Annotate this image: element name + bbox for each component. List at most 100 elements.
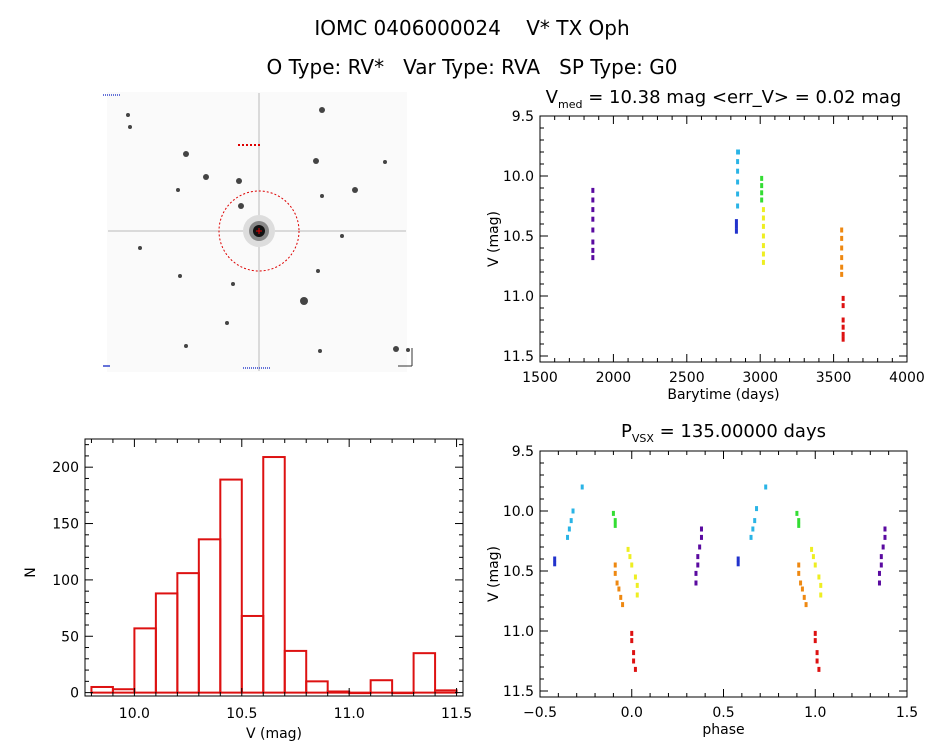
data-point [736, 191, 740, 197]
field-star [238, 203, 244, 209]
field-star [320, 194, 324, 198]
data-point [760, 183, 764, 189]
data-point [810, 546, 814, 552]
data-point [635, 592, 639, 598]
y-tick-label: 10.5 [503, 564, 534, 580]
y-tick-label: 150 [52, 517, 79, 533]
data-point [841, 331, 845, 337]
data-point [635, 582, 639, 588]
histogram-bar [154, 592, 179, 694]
field-star [203, 174, 209, 180]
data-point [797, 570, 801, 576]
data-point [813, 562, 817, 568]
data-point [591, 197, 595, 203]
x-tick-label: 3500 [816, 370, 852, 386]
data-point [811, 554, 815, 560]
data-point [736, 159, 740, 165]
field-star [340, 234, 344, 238]
x-axis-label: Barytime (days) [667, 387, 779, 403]
data-point [753, 518, 757, 524]
target-circle [218, 190, 300, 272]
y-tick-label: 11.5 [503, 349, 534, 365]
field-star [184, 344, 188, 348]
data-point [797, 518, 801, 524]
data-point [736, 203, 740, 209]
field-star [236, 178, 242, 184]
x-tick-label: 0.5 [712, 705, 734, 721]
data-point [761, 223, 765, 229]
data-point [699, 534, 703, 540]
data-point [840, 245, 844, 251]
data-point [795, 510, 799, 516]
data-point [630, 562, 634, 568]
data-point [613, 522, 617, 528]
field-star [126, 113, 130, 117]
histogram-bar [283, 649, 308, 694]
histogram-bar [391, 691, 415, 695]
x-tick-label: 1.0 [804, 705, 826, 721]
data-point [615, 580, 619, 586]
data-point [841, 295, 845, 301]
x-axis-label: phase [702, 722, 744, 738]
plot-frame [539, 450, 908, 698]
data-point [761, 259, 765, 265]
data-point [591, 247, 595, 253]
data-point [840, 235, 844, 241]
y-tick-label: 11.0 [503, 289, 534, 305]
data-point [617, 586, 621, 592]
data-point [751, 526, 755, 532]
data-point [736, 556, 740, 562]
data-point [591, 239, 595, 245]
histogram-bar [133, 627, 157, 694]
data-point [591, 255, 595, 261]
data-point [736, 179, 740, 185]
data-point [553, 556, 557, 562]
histogram-bar [240, 614, 265, 694]
data-point [591, 187, 595, 193]
y-tick-label: 9.5 [512, 444, 534, 460]
data-point [841, 303, 845, 309]
data-point [696, 562, 700, 568]
data-point [613, 518, 617, 524]
y-tick-label: 100 [52, 573, 79, 589]
data-point [797, 562, 801, 568]
data-point [633, 666, 637, 672]
data-point [841, 336, 845, 342]
y-tick-label: 0 [70, 686, 79, 702]
histogram-bar [90, 685, 114, 694]
field-star [225, 321, 229, 325]
histogram-bar [111, 688, 136, 694]
data-point [613, 570, 617, 576]
data-point [591, 207, 595, 213]
data-point [633, 574, 637, 580]
data-point [840, 271, 844, 277]
data-point [553, 561, 557, 567]
data-point [628, 554, 632, 560]
data-point [591, 227, 595, 233]
x-tick-label: 11.5 [441, 706, 472, 722]
data-point [621, 602, 625, 608]
histogram-bar [348, 691, 372, 695]
data-point [840, 255, 844, 261]
data-point [802, 594, 806, 600]
field-star [176, 188, 180, 192]
histogram-bar [434, 689, 458, 694]
data-point [883, 534, 887, 540]
field-star [352, 187, 358, 193]
field-star [383, 160, 387, 164]
data-point [611, 510, 615, 516]
data-point [619, 594, 623, 600]
x-tick-label: 3000 [742, 370, 778, 386]
data-point [566, 534, 570, 540]
data-point [804, 602, 808, 608]
x-tick-label: 1.5 [896, 705, 918, 721]
data-point [569, 518, 573, 524]
x-tick-label: 2500 [669, 370, 705, 386]
y-tick-label: 11.5 [503, 684, 534, 700]
data-point [694, 570, 698, 576]
data-point [580, 484, 584, 490]
data-point [841, 317, 845, 323]
data-point [797, 522, 801, 528]
histogram-bar [305, 680, 329, 694]
y-tick-label: 11.0 [503, 624, 534, 640]
